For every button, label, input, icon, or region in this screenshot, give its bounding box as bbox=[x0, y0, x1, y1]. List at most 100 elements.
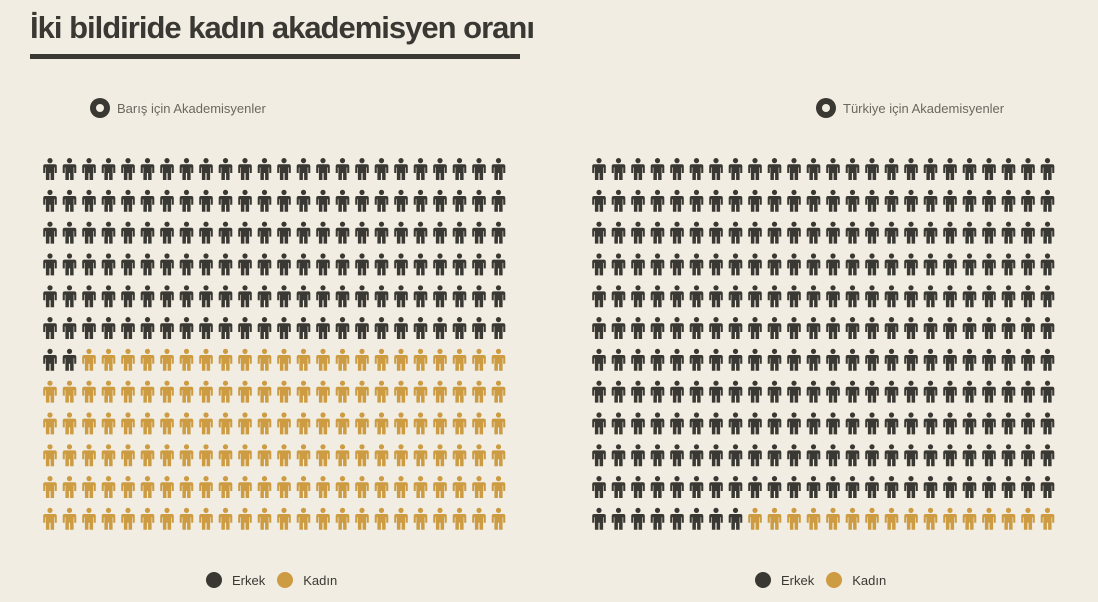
person-icon-erkek bbox=[631, 507, 645, 530]
person-icon-erkek bbox=[962, 285, 977, 308]
person-icon-erkek bbox=[767, 221, 782, 244]
person-icon-erkek bbox=[1040, 380, 1055, 403]
person-icon-erkek bbox=[709, 285, 723, 308]
person-icon-erkek bbox=[826, 221, 840, 244]
person-icon-erkek bbox=[1040, 158, 1055, 180]
person-icon-erkek bbox=[689, 507, 704, 530]
person-icon-erkek bbox=[160, 285, 174, 308]
person-icon-erkek bbox=[62, 253, 77, 276]
person-icon-erkek bbox=[728, 412, 743, 435]
person-icon-kadin bbox=[982, 507, 996, 530]
person-icon-kadin bbox=[355, 380, 369, 403]
person-icon-erkek bbox=[179, 221, 194, 244]
person-icon-erkek bbox=[865, 221, 879, 244]
person-icon-erkek bbox=[845, 476, 860, 498]
person-icon-kadin bbox=[452, 412, 467, 435]
person-icon-erkek bbox=[1040, 348, 1055, 371]
person-icon-kadin bbox=[433, 476, 447, 498]
person-icon-erkek bbox=[257, 189, 272, 212]
person-icon-erkek bbox=[1021, 444, 1035, 467]
person-icon-erkek bbox=[491, 285, 506, 308]
person-icon-kadin bbox=[121, 380, 135, 403]
person-icon-erkek bbox=[650, 189, 665, 212]
person-icon-erkek bbox=[826, 317, 840, 339]
person-icon-erkek bbox=[884, 380, 899, 403]
person-icon-erkek bbox=[1001, 444, 1016, 467]
person-icon-erkek bbox=[767, 412, 782, 435]
person-icon-kadin bbox=[316, 476, 330, 498]
person-icon-erkek bbox=[611, 158, 626, 180]
person-icon-erkek bbox=[160, 221, 174, 244]
person-icon-erkek bbox=[728, 476, 743, 498]
panel-label-turkiye: Türkiye için Akademisyenler bbox=[816, 98, 1004, 118]
person-icon-erkek bbox=[943, 380, 957, 403]
person-icon-kadin bbox=[199, 476, 213, 498]
person-icon-kadin bbox=[121, 507, 135, 530]
person-icon-erkek bbox=[277, 221, 291, 244]
person-icon-kadin bbox=[160, 412, 174, 435]
person-icon-kadin bbox=[62, 412, 77, 435]
person-icon-erkek bbox=[82, 189, 96, 212]
person-icon-kadin bbox=[43, 380, 57, 403]
person-icon-erkek bbox=[43, 285, 57, 308]
person-icon-erkek bbox=[160, 158, 174, 180]
person-icon-kadin bbox=[413, 476, 428, 498]
person-icon-erkek bbox=[101, 253, 116, 276]
person-icon-erkek bbox=[670, 476, 684, 498]
person-icon-kadin bbox=[806, 507, 821, 530]
person-icon-erkek bbox=[335, 317, 350, 339]
person-icon-kadin bbox=[101, 348, 116, 371]
person-icon-kadin bbox=[82, 348, 96, 371]
person-icon-kadin bbox=[962, 507, 977, 530]
person-icon-kadin bbox=[787, 507, 801, 530]
person-icon-kadin bbox=[335, 348, 350, 371]
person-icon-erkek bbox=[767, 476, 782, 498]
person-icon-erkek bbox=[62, 285, 77, 308]
person-icon-erkek bbox=[296, 285, 311, 308]
person-icon-erkek bbox=[709, 317, 723, 339]
person-icon-erkek bbox=[472, 158, 486, 180]
person-icon-erkek bbox=[1021, 380, 1035, 403]
person-icon-erkek bbox=[943, 476, 957, 498]
legend-item-kadin: Kadın bbox=[277, 572, 337, 588]
person-icon-kadin bbox=[433, 380, 447, 403]
person-icon-erkek bbox=[767, 253, 782, 276]
person-icon-erkek bbox=[62, 221, 77, 244]
person-icon-erkek bbox=[962, 444, 977, 467]
person-icon-erkek bbox=[335, 221, 350, 244]
person-icon-erkek bbox=[904, 380, 918, 403]
person-icon-kadin bbox=[101, 507, 116, 530]
person-icon-erkek bbox=[592, 412, 606, 435]
person-icon-erkek bbox=[650, 380, 665, 403]
person-icon-erkek bbox=[592, 285, 606, 308]
panel-title: Barış için Akademisyenler bbox=[117, 100, 266, 116]
title-underline bbox=[30, 54, 520, 59]
person-icon-erkek bbox=[943, 158, 957, 180]
person-icon-erkek bbox=[650, 412, 665, 435]
person-icon-erkek bbox=[748, 348, 762, 371]
person-icon-erkek bbox=[884, 285, 899, 308]
person-icon-erkek bbox=[355, 253, 369, 276]
person-icon-erkek bbox=[355, 317, 369, 339]
person-icon-erkek bbox=[394, 189, 408, 212]
person-icon-kadin bbox=[316, 348, 330, 371]
person-icon-kadin bbox=[472, 380, 486, 403]
person-icon-kadin bbox=[316, 444, 330, 467]
person-icon-erkek bbox=[865, 412, 879, 435]
person-icon-erkek bbox=[472, 317, 486, 339]
person-icon-kadin bbox=[748, 507, 762, 530]
person-icon-erkek bbox=[631, 158, 645, 180]
person-icon-kadin bbox=[374, 348, 389, 371]
person-icon-erkek bbox=[670, 158, 684, 180]
person-icon-kadin bbox=[452, 444, 467, 467]
person-icon-erkek bbox=[689, 476, 704, 498]
person-icon-erkek bbox=[845, 412, 860, 435]
person-icon-kadin bbox=[82, 380, 96, 403]
person-icon-kadin bbox=[257, 444, 272, 467]
person-icon-erkek bbox=[748, 444, 762, 467]
person-icon-kadin bbox=[374, 412, 389, 435]
person-icon-kadin bbox=[394, 476, 408, 498]
person-icon-erkek bbox=[43, 317, 57, 339]
person-icon-erkek bbox=[923, 412, 938, 435]
waffle-chart-baris bbox=[43, 158, 506, 530]
